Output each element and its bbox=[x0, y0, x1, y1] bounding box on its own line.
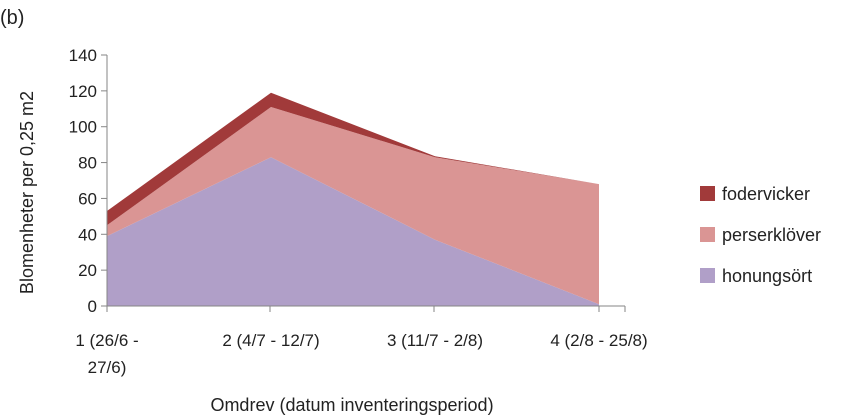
legend-swatch bbox=[700, 186, 715, 201]
x-tick-label: 3 (11/7 - 2/8) bbox=[387, 331, 483, 350]
area-series bbox=[107, 157, 599, 306]
y-axis-title: Blomenheter per 0,25 m2 bbox=[17, 91, 37, 294]
legend-label: fodervicker bbox=[722, 184, 810, 204]
x-axis-ticks: 1 (26/6 -27/6) 2 (4/7 - 12/7) 3 (11/7 - 2/… bbox=[75, 306, 648, 377]
y-tick-label: 20 bbox=[78, 261, 97, 280]
legend-label: honungsört bbox=[722, 266, 812, 286]
area-series bbox=[107, 107, 599, 305]
x-tick-label: 4 (2/8 - 25/8) bbox=[550, 331, 647, 350]
legend-swatch bbox=[700, 268, 715, 283]
chart-areas bbox=[107, 92, 599, 306]
y-tick-label: 0 bbox=[88, 297, 97, 316]
y-tick-label: 100 bbox=[69, 118, 97, 137]
y-tick-label: 80 bbox=[78, 154, 97, 173]
y-tick-label: 120 bbox=[69, 82, 97, 101]
panel-label: (b) bbox=[0, 7, 24, 29]
y-tick-label: 140 bbox=[69, 46, 97, 65]
y-tick-label: 40 bbox=[78, 225, 97, 244]
x-tick-label: 2 (4/7 - 12/7) bbox=[222, 331, 319, 350]
x-tick-label: 1 (26/6 -27/6) bbox=[75, 331, 138, 377]
y-tick-label: 60 bbox=[78, 189, 97, 208]
y-axis-ticks: 0 20 40 60 80 100 120 140 bbox=[69, 46, 107, 316]
x-axis-title: Omdrev (datum inventeringsperiod) bbox=[210, 395, 493, 415]
area-series bbox=[107, 92, 599, 226]
legend-label: perserklöver bbox=[722, 225, 821, 245]
chart-axes bbox=[106, 55, 625, 307]
legend-swatch bbox=[700, 227, 715, 242]
chart-legend: fodervicker perserklöver honungsört bbox=[700, 184, 821, 286]
